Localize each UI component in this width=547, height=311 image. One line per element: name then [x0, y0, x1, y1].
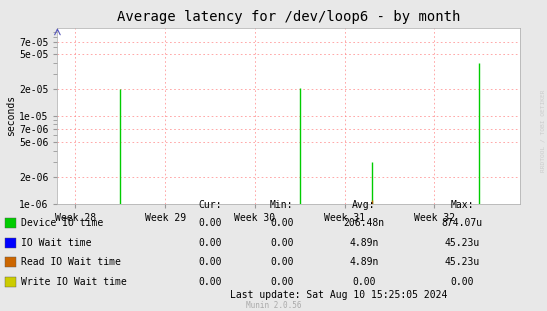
Text: 4.89n: 4.89n: [349, 257, 379, 267]
Text: 0.00: 0.00: [270, 277, 293, 287]
Text: Max:: Max:: [451, 200, 474, 210]
Text: RRDTOOL / TOBI OETIKER: RRDTOOL / TOBI OETIKER: [540, 89, 546, 172]
Text: 0.00: 0.00: [199, 218, 222, 228]
Text: 0.00: 0.00: [270, 257, 293, 267]
Text: 0.00: 0.00: [199, 257, 222, 267]
Text: Device IO time: Device IO time: [21, 218, 103, 228]
Text: 0.00: 0.00: [451, 277, 474, 287]
Text: Last update: Sat Aug 10 15:25:05 2024: Last update: Sat Aug 10 15:25:05 2024: [230, 290, 448, 300]
Text: Munin 2.0.56: Munin 2.0.56: [246, 301, 301, 310]
Text: Read IO Wait time: Read IO Wait time: [21, 257, 121, 267]
Text: 45.23u: 45.23u: [445, 257, 480, 267]
Text: 0.00: 0.00: [352, 277, 375, 287]
Text: Cur:: Cur:: [199, 200, 222, 210]
Text: Write IO Wait time: Write IO Wait time: [21, 277, 126, 287]
Text: 0.00: 0.00: [270, 238, 293, 248]
Text: 4.89n: 4.89n: [349, 238, 379, 248]
Text: 0.00: 0.00: [199, 238, 222, 248]
Title: Average latency for /dev/loop6 - by month: Average latency for /dev/loop6 - by mont…: [117, 10, 460, 24]
Text: IO Wait time: IO Wait time: [21, 238, 91, 248]
Text: Min:: Min:: [270, 200, 293, 210]
Text: 874.07u: 874.07u: [441, 218, 483, 228]
Text: 45.23u: 45.23u: [445, 238, 480, 248]
Text: Avg:: Avg:: [352, 200, 375, 210]
Text: 0.00: 0.00: [199, 277, 222, 287]
Text: 206.48n: 206.48n: [343, 218, 385, 228]
Y-axis label: seconds: seconds: [6, 95, 16, 137]
Text: 0.00: 0.00: [270, 218, 293, 228]
